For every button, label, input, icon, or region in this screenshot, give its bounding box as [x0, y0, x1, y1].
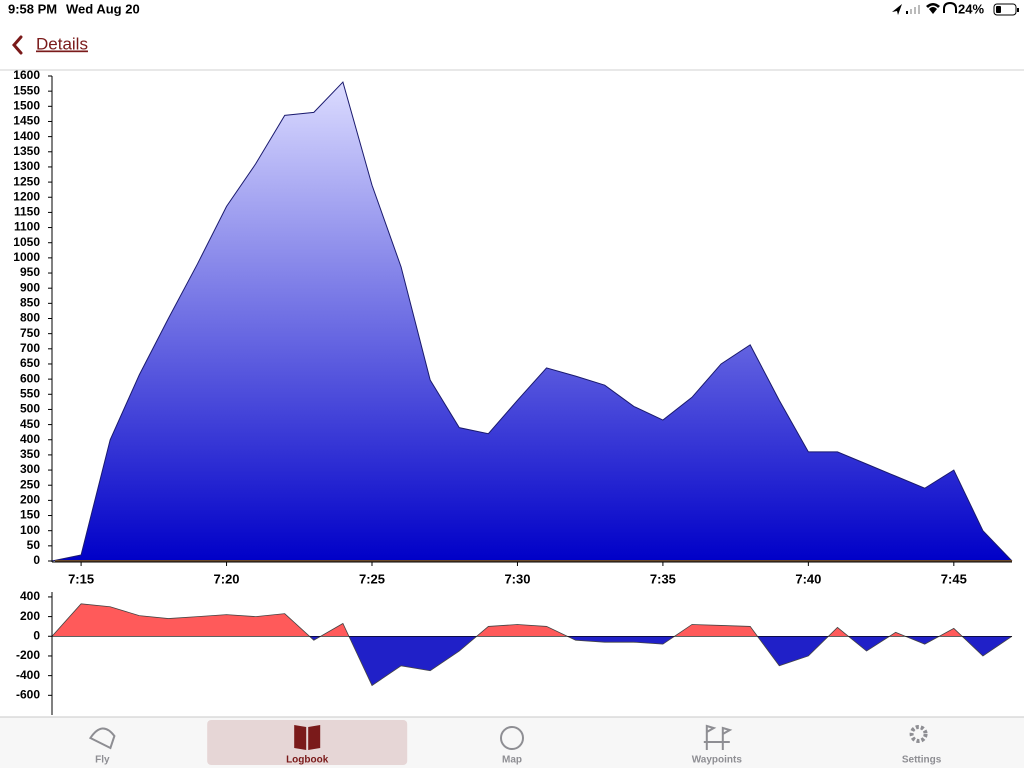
y-tick-label: 650: [20, 356, 40, 370]
vario-line: [51, 603, 1013, 687]
back-button[interactable]: Details: [12, 34, 88, 55]
climb-area: [52, 603, 963, 637]
y-tick-label: 850: [20, 296, 40, 310]
y-tick-label: 0: [33, 553, 40, 567]
tab-button[interactable]: Settings: [902, 725, 942, 766]
y-tick-label: 1050: [13, 235, 40, 249]
y-tick-label: 800: [20, 311, 40, 325]
y-tick-label: 500: [20, 402, 40, 416]
y-tick-label: 400: [20, 589, 40, 603]
y-tick-label: 100: [20, 523, 40, 537]
y-tick-label: 950: [20, 265, 40, 279]
y-tick-label: -600: [16, 687, 40, 701]
altitude-line: [51, 81, 1013, 562]
y-tick-label: 250: [20, 477, 40, 491]
tab-label[interactable]: Map: [502, 755, 522, 766]
y-tick-label: 1400: [13, 129, 40, 143]
tab-icon: [909, 725, 928, 743]
y-tick-label: 400: [20, 432, 40, 446]
y-tick-label: -400: [16, 668, 40, 682]
y-tick-label: 200: [20, 609, 40, 623]
tab-button[interactable]: Map: [500, 726, 524, 766]
y-tick-label: 700: [20, 341, 40, 355]
sink-area: [309, 636, 1012, 686]
x-tick-label: 7:40: [795, 571, 821, 586]
x-tick-label: 7:20: [214, 571, 240, 586]
tabs: Fly Logbook Map Waypoints Settings: [88, 720, 942, 766]
back-label[interactable]: Details: [36, 34, 88, 53]
tab-highlight: [207, 720, 408, 765]
y-tick-label: 1550: [13, 83, 40, 97]
y-tick-label: 150: [20, 508, 40, 522]
y-tick-label: 550: [20, 386, 40, 400]
y-tick-label: 300: [20, 462, 40, 476]
tab-label[interactable]: Logbook: [286, 755, 329, 766]
y-tick-label: 900: [20, 280, 40, 294]
y-tick-label: 1500: [13, 98, 40, 112]
x-tick-label: 7:35: [650, 571, 676, 586]
y-tick-label: 1100: [14, 220, 40, 234]
tab-label[interactable]: Fly: [95, 755, 110, 766]
y-tick-label: 1300: [13, 159, 40, 173]
x-tick-label: 7:25: [359, 571, 385, 586]
tab-icon: [500, 726, 524, 750]
y-tick-label: 1150: [14, 205, 40, 219]
y-tick-label: 1250: [13, 174, 40, 188]
tab-bar: [0, 717, 1024, 768]
y-tick-label: 1450: [13, 114, 40, 128]
tab-button[interactable]: Logbook: [207, 720, 408, 766]
y-tick-label: 350: [20, 447, 40, 461]
y-tick-label: 1350: [13, 144, 40, 158]
status-time: 9:58 PM: [8, 1, 57, 16]
y-tick-label: 1600: [13, 68, 40, 82]
y-tick-label: 0: [33, 628, 40, 642]
tab-button[interactable]: Fly: [88, 727, 116, 766]
tab-icon: [294, 725, 321, 750]
tab-icon: [88, 727, 116, 750]
status-date: Wed Aug 20: [66, 1, 140, 16]
battery-percent: 24%: [958, 1, 984, 16]
x-tick-label: 7:30: [504, 571, 530, 586]
y-tick-label: -200: [16, 648, 40, 662]
y-tick-label: 1000: [13, 250, 40, 264]
altitude-area: [52, 82, 1012, 561]
tab-label[interactable]: Settings: [902, 755, 942, 766]
y-tick-label: 750: [20, 326, 40, 340]
tab-button[interactable]: Waypoints: [692, 724, 743, 766]
y-tick-label: 200: [20, 493, 40, 507]
y-tick-label: 450: [20, 417, 40, 431]
y-tick-label: 50: [27, 538, 41, 552]
charts: 0501001502002503003504004505005506006507…: [13, 68, 1013, 715]
y-tick-label: 1200: [13, 189, 40, 203]
y-tick-label: 600: [20, 371, 40, 385]
tab-icon: [703, 724, 733, 750]
x-tick-label: 7:15: [68, 571, 94, 586]
status-icons: [892, 1, 1019, 16]
tab-label[interactable]: Waypoints: [692, 755, 743, 766]
x-tick-label: 7:45: [941, 571, 967, 586]
